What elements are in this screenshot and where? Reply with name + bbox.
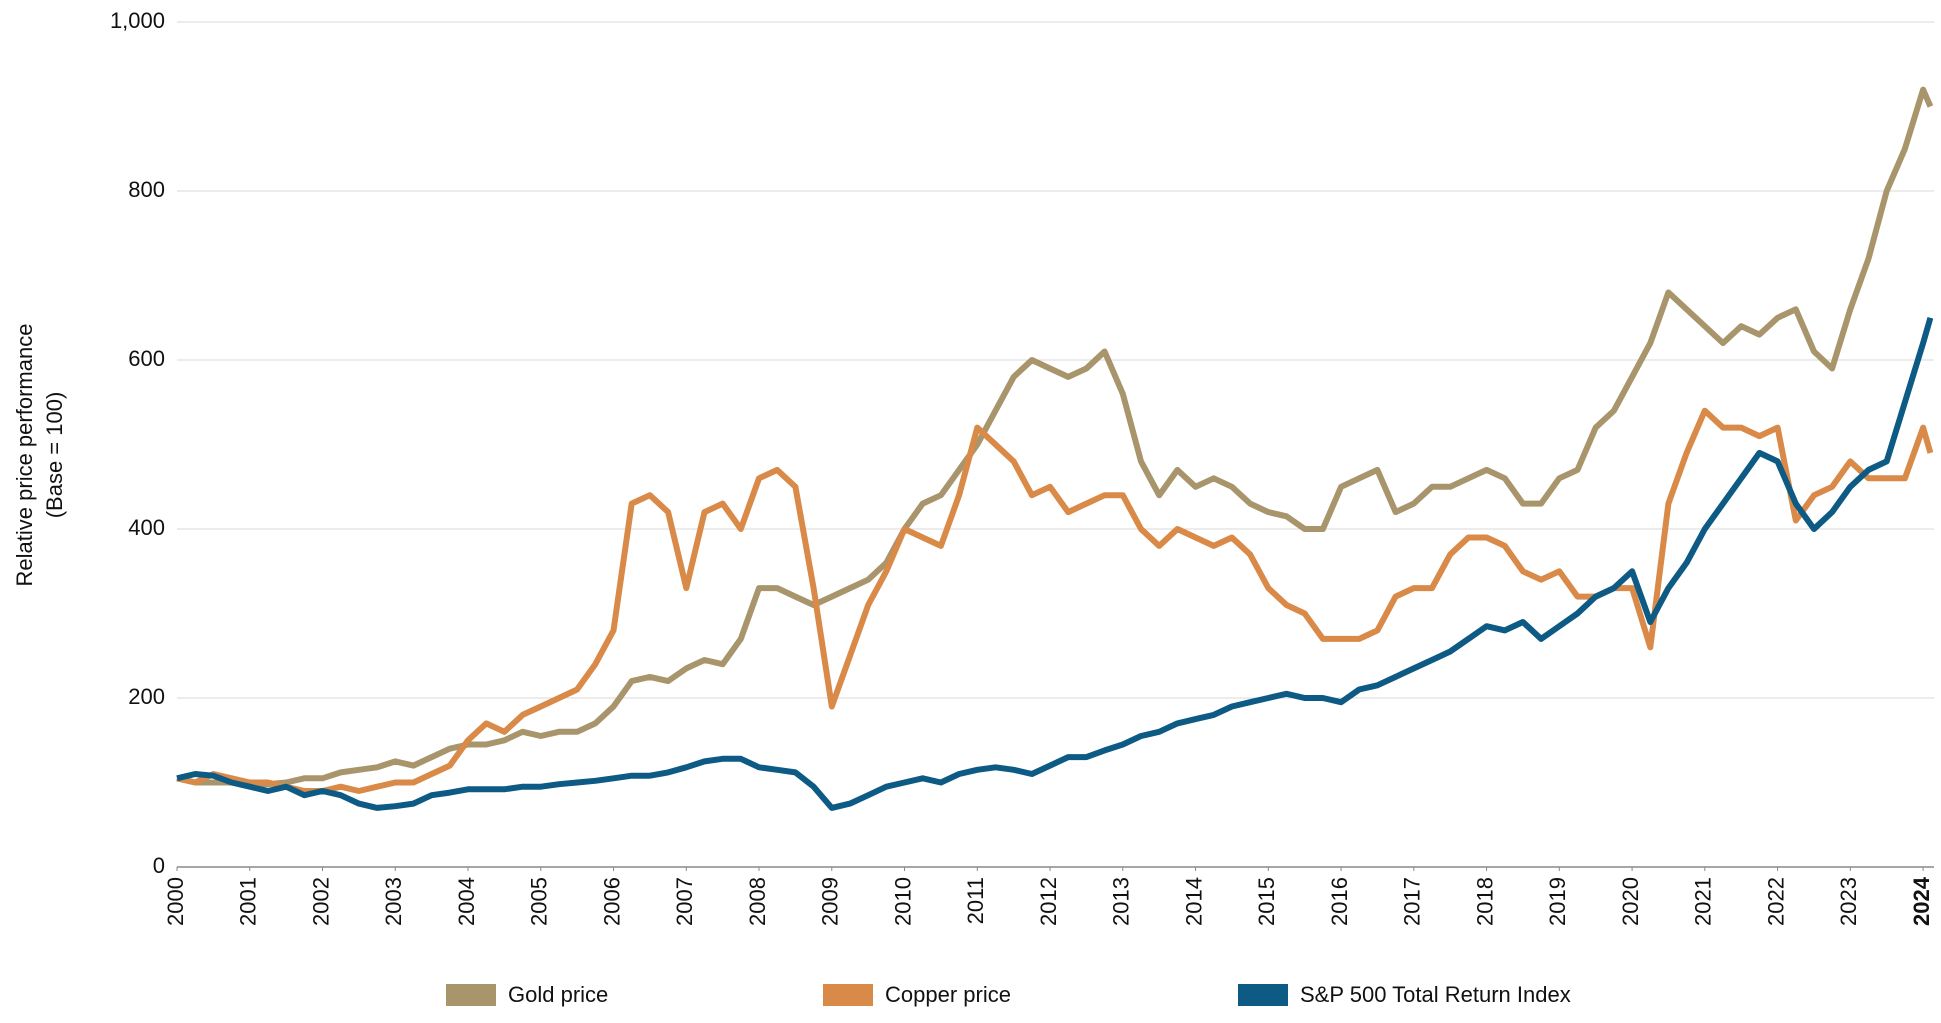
x-tick-label: 2013	[1109, 877, 1134, 926]
y-tick-label: 200	[128, 684, 165, 709]
y-tick-label: 0	[153, 853, 165, 878]
x-tick-label: 2002	[308, 877, 333, 926]
x-tick-label: 2011	[963, 877, 988, 924]
x-tick-label: 2022	[1763, 877, 1788, 926]
series-line	[176, 316, 1934, 811]
series-line	[176, 407, 1934, 794]
y-tick-label: 400	[128, 515, 165, 540]
x-tick-label: 2010	[890, 877, 915, 926]
x-tick-label: 2006	[599, 877, 624, 926]
x-tick-label: 2016	[1327, 877, 1352, 926]
x-tick-label: 2007	[672, 877, 697, 926]
legend-label: Copper price	[885, 982, 1011, 1007]
x-tick-label: 2018	[1472, 877, 1497, 926]
x-tick-label: 2019	[1545, 877, 1570, 926]
legend-label: Gold price	[508, 982, 608, 1007]
x-tick-label: 2017	[1400, 877, 1425, 926]
x-tick-label: 2012	[1036, 877, 1061, 926]
x-tick-label: 2003	[381, 877, 406, 926]
legend-label: S&P 500 Total Return Index	[1300, 982, 1571, 1007]
x-tick-label: 2021	[1691, 877, 1716, 926]
x-tick-label: 2001	[236, 877, 261, 926]
y-tick-label: 1,000	[110, 8, 165, 33]
x-tick-label: 2004	[454, 877, 479, 926]
x-tick-label: 2005	[527, 877, 552, 926]
y-axis-label: Relative price performance	[12, 324, 37, 587]
y-axis-label: (Base = 100)	[42, 392, 67, 519]
x-tick-label: 2023	[1836, 877, 1861, 926]
x-tick-label: 2015	[1254, 877, 1279, 926]
legend-swatch	[446, 984, 496, 1006]
series-line	[176, 86, 1934, 788]
x-tick-label: 2020	[1618, 877, 1643, 926]
x-tick-label: 2014	[1181, 877, 1206, 926]
x-tick-label: 2009	[818, 877, 843, 926]
legend-swatch	[1238, 984, 1288, 1006]
legend-swatch	[823, 984, 873, 1006]
x-tick-label: 2000	[163, 877, 188, 926]
x-tick-label: 2024	[1909, 876, 1934, 926]
y-tick-label: 800	[128, 177, 165, 202]
x-tick-label: 2008	[745, 877, 770, 926]
y-tick-label: 600	[128, 346, 165, 371]
